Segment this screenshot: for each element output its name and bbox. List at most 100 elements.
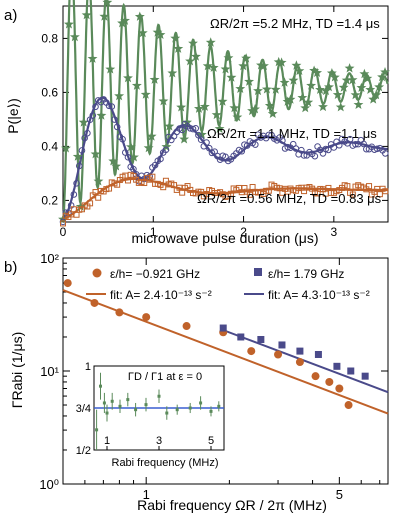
- legend-label-purple-fit: fit: A= 4.3·10⁻¹³ s⁻²: [268, 288, 370, 302]
- data-point-star: [108, 156, 119, 166]
- data-point-star: [140, 89, 151, 99]
- inset-data-point: [126, 398, 130, 402]
- data-point-star: [78, 117, 89, 127]
- data-point-purple: [314, 350, 322, 358]
- data-point-circle: [279, 137, 286, 144]
- data-point-star: [309, 65, 320, 75]
- data-point-star: [338, 82, 349, 92]
- data-point-square: [149, 173, 156, 180]
- data-point-star: [120, 15, 130, 25]
- data-point-star: [356, 82, 367, 92]
- data-point-star: [167, 68, 178, 78]
- inset-x-tick-label: 1: [104, 435, 110, 447]
- data-point-star: [170, 33, 181, 43]
- data-point-star: [69, 31, 80, 42]
- data-point-circle: [203, 139, 210, 146]
- data-point-circle: [111, 116, 118, 123]
- data-point-star: [81, 9, 92, 20]
- panel-b-markers: [63, 279, 369, 410]
- data-point-star: [152, 27, 163, 37]
- panel-b-y-axis-label: ΓRabi (1/μs): [9, 332, 25, 408]
- data-point-circle: [81, 134, 88, 142]
- x-tick-label: 1: [143, 487, 150, 502]
- series-label-orange: ΩR/2π =0.56 MHz, TD =0.83 μs: [197, 191, 382, 206]
- data-point-circle: [113, 123, 121, 131]
- data-point-star: [332, 89, 343, 99]
- data-point-purple: [257, 336, 265, 344]
- data-point-star: [250, 104, 260, 114]
- inset-y-tick-label: 1: [85, 361, 91, 373]
- data-point-star: [185, 56, 195, 66]
- inset-data-point: [144, 403, 148, 407]
- data-point-circle: [300, 152, 308, 159]
- data-point-star: [129, 152, 139, 162]
- data-point-star: [188, 38, 198, 48]
- legend-marker-purple: [254, 268, 262, 276]
- data-point-star: [220, 64, 231, 74]
- data-point-star: [72, 151, 83, 161]
- data-point-star: [329, 72, 340, 82]
- data-point-square: [95, 194, 102, 201]
- data-point-circle: [265, 131, 273, 139]
- inset-data-point: [95, 428, 99, 432]
- data-point-star: [362, 73, 373, 83]
- inset-data-point: [199, 401, 203, 405]
- inset-x-tick-label: 3: [156, 435, 162, 447]
- data-point-orange: [142, 313, 151, 322]
- data-point-star: [102, 0, 113, 7]
- inset-title: ΓD / Γ1 at ε = 0: [128, 371, 202, 383]
- data-point-star: [267, 108, 278, 118]
- data-point-star: [350, 89, 361, 100]
- panel-a-axes: 0 1 2 3 0.2 0.4 0.6 0.8: [41, 6, 388, 239]
- x-tick-label: 2: [240, 225, 247, 239]
- data-point-circle: [192, 125, 200, 132]
- data-point-star: [123, 72, 133, 83]
- data-point-star: [326, 68, 337, 78]
- data-point-orange: [115, 308, 124, 317]
- data-point-star: [217, 96, 228, 106]
- data-point-star: [341, 75, 352, 85]
- data-point-star: [359, 68, 370, 79]
- data-point-star: [223, 52, 234, 63]
- data-point-star: [235, 83, 246, 93]
- data-point-star: [276, 57, 287, 67]
- data-point-square: [382, 188, 389, 195]
- data-point-circle: [322, 145, 330, 153]
- fit-line-purple: [222, 329, 389, 394]
- inset-data-point: [217, 404, 221, 408]
- data-point-circle: [157, 155, 164, 163]
- data-point-star: [270, 84, 281, 94]
- x-tick-label: 3: [330, 225, 337, 239]
- legend-label-orange-fit: fit: A= 2.4·10⁻¹³ s⁻²: [110, 288, 212, 302]
- data-point-star: [321, 85, 331, 96]
- inset-data-point: [105, 411, 109, 415]
- data-point-square: [349, 191, 356, 198]
- data-point-circle: [189, 125, 197, 133]
- inset-data-point: [110, 399, 114, 403]
- series-label-green: ΩR/2π =5.2 MHz, TD =1.4 μs: [210, 16, 380, 31]
- data-point-star: [365, 84, 376, 94]
- legend-label-purple-data: ε/h= 1.79 GHz: [268, 267, 344, 281]
- data-point-star: [146, 131, 157, 141]
- data-point-orange: [63, 279, 72, 288]
- data-point-circle: [284, 143, 292, 151]
- panel-a-y-axis-label: P(|e⟩): [5, 98, 21, 134]
- data-point-square: [106, 185, 113, 192]
- panel-b: b) 1 5 10⁰ 10¹ 10² ΓRabi (1/μs) Rabi frequen…: [4, 251, 389, 513]
- data-point-star: [211, 109, 222, 120]
- data-point-star: [261, 84, 272, 94]
- data-point-circle: [251, 141, 259, 148]
- panel-b-x-axis-label: Rabi frequency ΩR / 2π (MHz): [137, 497, 327, 513]
- data-point-purple: [333, 362, 341, 370]
- data-point-purple: [296, 347, 304, 355]
- data-point-star: [380, 67, 390, 77]
- y-tick-label: 0.6: [41, 85, 58, 99]
- data-point-star: [282, 96, 293, 106]
- y-tick-label: 10¹: [40, 364, 59, 379]
- legend-marker-orange: [92, 268, 102, 278]
- inset-data-point: [209, 409, 213, 413]
- panel-b-label: b): [4, 259, 17, 276]
- data-point-star: [111, 161, 122, 171]
- inset-data-point: [175, 408, 179, 412]
